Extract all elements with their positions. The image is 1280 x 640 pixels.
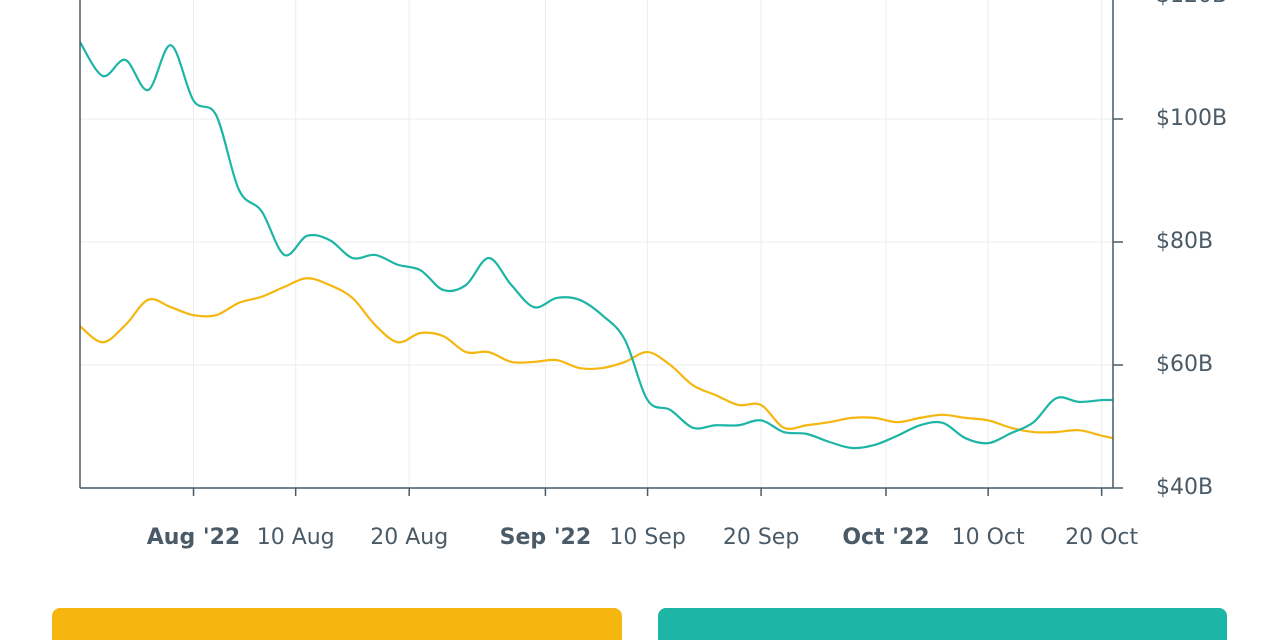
- x-tick-label: 10 Sep: [609, 525, 685, 550]
- x-tick-label: Aug '22: [147, 525, 240, 550]
- yellow-button[interactable]: [52, 608, 622, 640]
- x-tick-label: 20 Sep: [723, 525, 799, 550]
- x-tick-label: 10 Aug: [257, 525, 335, 550]
- y-tick-label: $60B: [1156, 352, 1213, 377]
- x-tick-label: 20 Aug: [370, 525, 448, 550]
- series-line: [80, 277, 1114, 440]
- y-tick-label: $80B: [1156, 229, 1213, 254]
- y-tick-label: $40B: [1156, 475, 1213, 500]
- x-tick-label: 20 Oct: [1065, 525, 1138, 550]
- y-tick-label: $100B: [1156, 106, 1227, 131]
- series-line: [80, 41, 1114, 450]
- x-tick-label: Oct '22: [842, 525, 929, 550]
- teal-button[interactable]: [658, 608, 1227, 640]
- x-tick-label: 10 Oct: [952, 525, 1025, 550]
- x-tick-label: Sep '22: [500, 525, 592, 550]
- y-tick-label: $120B: [1156, 0, 1227, 8]
